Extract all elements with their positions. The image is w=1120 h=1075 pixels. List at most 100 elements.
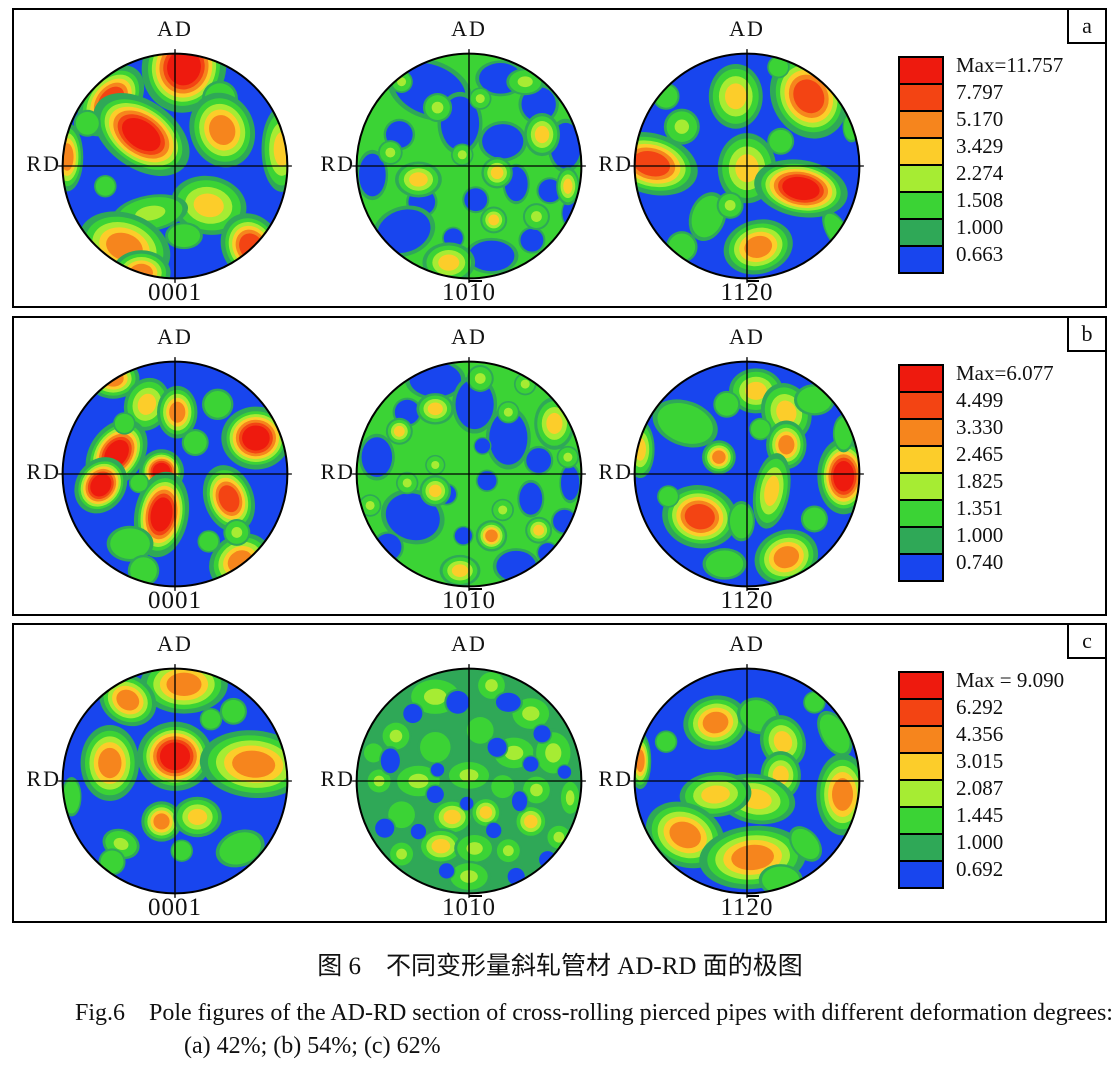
legend-color-box — [900, 673, 942, 700]
miller-index-label: 1010 — [389, 894, 549, 922]
rd-axis-label: RD — [320, 766, 355, 791]
miller-index-plain: 0 — [760, 894, 774, 921]
legend-color-box — [900, 835, 942, 862]
miller-index-plain: 0 — [482, 279, 496, 306]
legend-color-box — [900, 420, 942, 447]
legend-value: 2.465 — [956, 442, 1004, 466]
legend-color-box — [900, 447, 942, 474]
legend-value: 1.445 — [956, 803, 1004, 827]
miller-index-label: 1120 — [667, 587, 827, 615]
legend-value: 1.825 — [956, 469, 1004, 493]
miller-index-label: 0001 — [95, 587, 255, 615]
legend-value: 3.015 — [956, 749, 1004, 773]
legend-value: 5.170 — [956, 107, 1004, 131]
miller-index-plain: 0001 — [148, 279, 202, 306]
legend-value: 2.274 — [956, 161, 1004, 185]
miller-index-plain: 10 — [442, 279, 469, 306]
miller-index-overbar-digit: 1 — [469, 587, 483, 614]
rd-axis-label: RD — [598, 766, 633, 791]
pole-figure — [630, 49, 864, 283]
miller-index-plain: 0 — [760, 279, 774, 306]
legend-color-box — [900, 862, 942, 887]
pole-figure — [58, 664, 292, 898]
ad-axis-label: AD — [157, 631, 193, 656]
legend-color-box — [900, 247, 942, 272]
legend-color-box — [900, 808, 942, 835]
legend-color-box — [900, 58, 942, 85]
miller-index-plain: 0 — [760, 587, 774, 614]
miller-index-plain: 11 — [720, 587, 747, 614]
caption-subitems: (a) 42%; (b) 54%; (c) 62% — [184, 1033, 441, 1059]
panel-c: c Max = 9.090 6.292 4.356 3.015 2.087 1.445 1.0… — [12, 623, 1107, 923]
intensity-legend: Max=6.077 4.499 3.330 2.465 1.825 1.351 1.000 0… — [898, 361, 1108, 594]
legend-color-box — [900, 528, 942, 555]
miller-index-overbar-digit: 1 — [469, 894, 483, 921]
ad-axis-label: AD — [451, 16, 487, 41]
legend-value: 0.740 — [956, 550, 1004, 574]
miller-index-plain: 11 — [720, 279, 747, 306]
legend-color-box — [900, 366, 942, 393]
legend-color-box — [900, 139, 942, 166]
legend-max-label: Max = 9.090 — [956, 668, 1065, 692]
miller-index-plain: 0001 — [148, 587, 202, 614]
rd-axis-label: RD — [598, 151, 633, 176]
miller-index-overbar-digit: 2 — [746, 587, 761, 614]
legend-color-box — [900, 754, 942, 781]
legend-value: 1.000 — [956, 215, 1004, 239]
pole-figure — [352, 49, 586, 283]
pole-figure — [630, 664, 864, 898]
ad-axis-label: AD — [729, 16, 765, 41]
panel-a: a Max=11.757 7.797 5.170 3.429 2.274 1.508 1.00… — [12, 8, 1107, 308]
legend-color-box — [900, 85, 942, 112]
miller-index-plain: 0 — [482, 894, 496, 921]
legend-color-box — [900, 474, 942, 501]
ad-axis-label: AD — [157, 324, 193, 349]
miller-index-label: 0001 — [95, 279, 255, 307]
intensity-legend: Max = 9.090 6.292 4.356 3.015 2.087 1.445 1.00… — [898, 668, 1108, 901]
legend-value: 1.000 — [956, 830, 1004, 854]
miller-index-overbar-digit: 1 — [469, 279, 483, 306]
rd-axis-label: RD — [320, 459, 355, 484]
legend-color-column — [898, 56, 944, 274]
miller-index-label: 1010 — [389, 587, 549, 615]
miller-index-label: 0001 — [95, 894, 255, 922]
miller-index-plain: 11 — [720, 894, 747, 921]
miller-index-overbar-digit: 2 — [746, 279, 761, 306]
legend-color-box — [900, 781, 942, 808]
legend-value: 4.356 — [956, 722, 1004, 746]
legend-value: 3.429 — [956, 134, 1004, 158]
pole-figure — [352, 664, 586, 898]
legend-color-box — [900, 393, 942, 420]
rd-axis-label: RD — [26, 459, 61, 484]
legend-color-box — [900, 700, 942, 727]
legend-value: 6.292 — [956, 695, 1004, 719]
miller-index-label: 1120 — [667, 279, 827, 307]
legend-color-column — [898, 671, 944, 889]
miller-index-plain: 10 — [442, 894, 469, 921]
caption-english: Fig.6 Pole figures of the AD-RD section … — [75, 1000, 1113, 1026]
miller-index-label: 1120 — [667, 894, 827, 922]
legend-value: 7.797 — [956, 80, 1004, 104]
pole-figure — [58, 357, 292, 591]
miller-index-plain: 10 — [442, 587, 469, 614]
legend-color-box — [900, 220, 942, 247]
miller-index-plain: 0001 — [148, 894, 202, 921]
ad-axis-label: AD — [451, 631, 487, 656]
miller-index-label: 1010 — [389, 279, 549, 307]
panel-letter: c — [1067, 625, 1105, 659]
legend-color-box — [900, 166, 942, 193]
miller-index-plain: 0 — [482, 587, 496, 614]
legend-color-box — [900, 193, 942, 220]
pole-figure — [58, 49, 292, 283]
legend-color-column — [898, 364, 944, 582]
legend-value: 1.508 — [956, 188, 1004, 212]
legend-color-box — [900, 112, 942, 139]
caption-chinese: 图 6 不同变形量斜轧管材 AD-RD 面的极图 — [317, 953, 803, 980]
pole-figure — [352, 357, 586, 591]
ad-axis-label: AD — [157, 16, 193, 41]
legend-value: 1.351 — [956, 496, 1004, 520]
legend-max-label: Max=11.757 — [956, 53, 1064, 77]
panel-letter: a — [1067, 10, 1105, 44]
miller-index-overbar-digit: 2 — [746, 894, 761, 921]
panel-letter: b — [1067, 318, 1105, 352]
